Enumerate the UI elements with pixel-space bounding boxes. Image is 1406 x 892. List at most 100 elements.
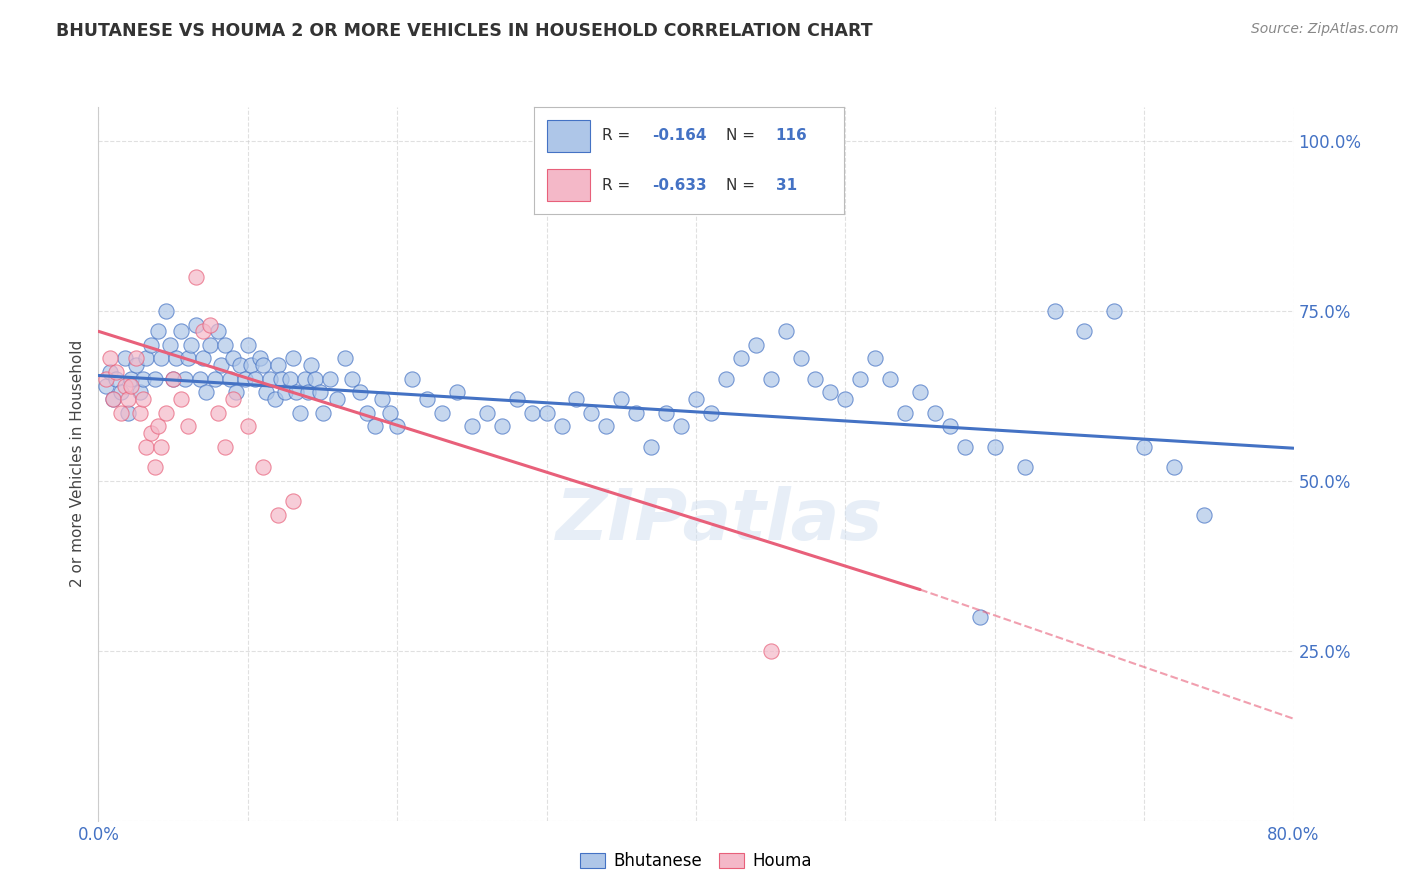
Point — [304, 372, 326, 386]
Point — [110, 406, 132, 420]
Point — [364, 419, 387, 434]
Point — [1133, 440, 1156, 454]
Point — [789, 351, 811, 366]
Point — [297, 385, 319, 400]
Point — [177, 351, 200, 366]
Point — [1163, 460, 1185, 475]
Point — [184, 269, 207, 284]
Point — [416, 392, 439, 407]
Text: N =: N = — [725, 178, 759, 193]
Point — [267, 359, 290, 373]
Point — [1043, 304, 1066, 318]
Point — [284, 385, 307, 400]
Point — [249, 351, 271, 366]
Point — [174, 372, 197, 386]
Point — [150, 440, 173, 454]
Point — [214, 338, 236, 352]
Point — [879, 372, 901, 386]
Point — [200, 318, 222, 332]
Point — [219, 372, 242, 386]
Point — [222, 392, 245, 407]
Point — [155, 304, 177, 318]
Point — [135, 351, 157, 366]
Point — [191, 324, 214, 338]
Point — [894, 406, 917, 420]
Point — [229, 359, 252, 373]
Point — [177, 419, 200, 434]
Point — [132, 392, 155, 407]
Point — [288, 406, 311, 420]
Point — [105, 365, 128, 379]
Point — [759, 372, 782, 386]
Point — [820, 385, 842, 400]
Point — [162, 372, 184, 386]
Point — [254, 385, 277, 400]
Point — [700, 406, 723, 420]
Point — [730, 351, 752, 366]
Point — [225, 385, 247, 400]
Point — [1192, 508, 1215, 522]
Point — [356, 406, 378, 420]
Point — [239, 359, 262, 373]
Point — [581, 406, 603, 420]
Point — [150, 351, 173, 366]
Bar — [547, 120, 591, 152]
Point — [299, 359, 322, 373]
Point — [669, 419, 692, 434]
Text: 31: 31 — [776, 178, 797, 193]
Point — [319, 372, 342, 386]
Text: BHUTANESE VS HOUMA 2 OR MORE VEHICLES IN HOUSEHOLD CORRELATION CHART: BHUTANESE VS HOUMA 2 OR MORE VEHICLES IN… — [56, 22, 873, 40]
Point — [969, 609, 991, 624]
Point — [125, 351, 148, 366]
Point — [129, 406, 152, 420]
Point — [155, 406, 177, 420]
Point — [595, 419, 617, 434]
Point — [491, 419, 513, 434]
Bar — [547, 169, 591, 202]
Point — [610, 392, 633, 407]
Point — [924, 406, 946, 420]
Point — [180, 338, 202, 352]
Point — [461, 419, 484, 434]
Point — [110, 385, 132, 400]
Point — [125, 359, 148, 373]
Point — [200, 338, 222, 352]
Point — [953, 440, 976, 454]
Point — [139, 426, 162, 441]
Point — [103, 392, 125, 407]
Point — [626, 406, 648, 420]
Point — [132, 372, 155, 386]
Point — [105, 372, 128, 386]
Point — [120, 372, 142, 386]
Point — [233, 372, 256, 386]
Point — [385, 419, 409, 434]
Point — [865, 351, 887, 366]
Point — [1104, 304, 1126, 318]
Point — [188, 372, 211, 386]
Text: R =: R = — [602, 178, 636, 193]
Point — [267, 508, 290, 522]
Point — [214, 440, 236, 454]
Point — [117, 392, 139, 407]
Point — [520, 406, 543, 420]
Point — [640, 440, 662, 454]
Point — [117, 406, 139, 420]
Point — [114, 378, 136, 392]
Point — [245, 372, 267, 386]
Text: 116: 116 — [776, 128, 807, 144]
Text: -0.633: -0.633 — [652, 178, 706, 193]
Point — [759, 644, 782, 658]
Point — [294, 372, 316, 386]
Point — [550, 419, 572, 434]
Point — [685, 392, 707, 407]
Text: N =: N = — [725, 128, 759, 144]
Point — [308, 385, 330, 400]
Point — [745, 338, 768, 352]
Text: R =: R = — [602, 128, 636, 144]
Point — [195, 385, 218, 400]
Point — [281, 351, 304, 366]
Point — [475, 406, 498, 420]
Point — [536, 406, 558, 420]
Y-axis label: 2 or more Vehicles in Household: 2 or more Vehicles in Household — [70, 340, 86, 588]
Point — [100, 365, 122, 379]
